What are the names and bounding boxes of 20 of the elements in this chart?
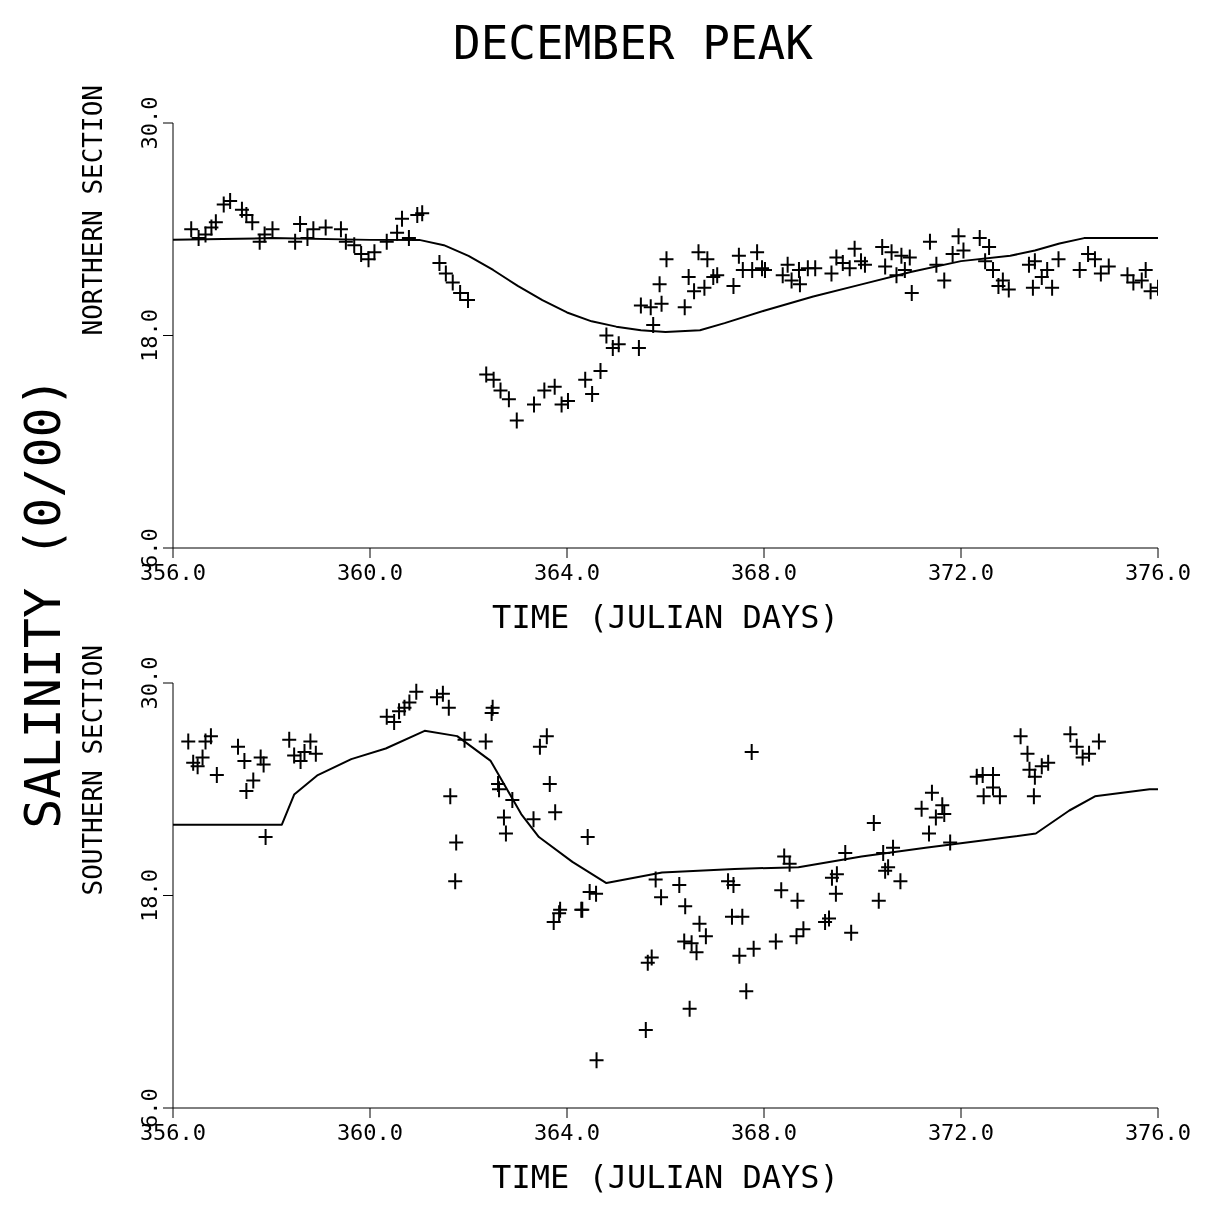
y-tick-label: 18.0 [137, 869, 162, 922]
y-axis-title: SOUTHERN SECTION [78, 645, 109, 896]
y-tick-label: 30.0 [137, 656, 162, 710]
y-tick-label: 18.0 [137, 309, 162, 362]
x-tick-label: 376.0 [1124, 1120, 1192, 1145]
x-tick-label: 372.0 [927, 1120, 995, 1145]
x-tick-label: 364.0 [533, 1120, 601, 1145]
x-tick-label: 364.0 [533, 560, 601, 585]
y-tick-label: 30.0 [137, 96, 162, 150]
chart-title: DECEMBER PEAK [452, 15, 814, 72]
x-tick-label: 372.0 [927, 560, 995, 585]
x-tick-label: 360.0 [336, 1120, 404, 1145]
x-axis-title: TIME (JULIAN DAYS) [492, 598, 839, 636]
x-tick-label: 376.0 [1124, 560, 1192, 585]
x-tick-label: 360.0 [336, 560, 404, 585]
x-tick-label: 368.0 [730, 1120, 798, 1145]
x-axis-title: TIME (JULIAN DAYS) [492, 1158, 839, 1196]
x-tick-label: 368.0 [730, 560, 798, 585]
text: SALINITY (0/00) [14, 377, 73, 829]
y-axis-title: NORTHERN SECTION [78, 85, 109, 336]
